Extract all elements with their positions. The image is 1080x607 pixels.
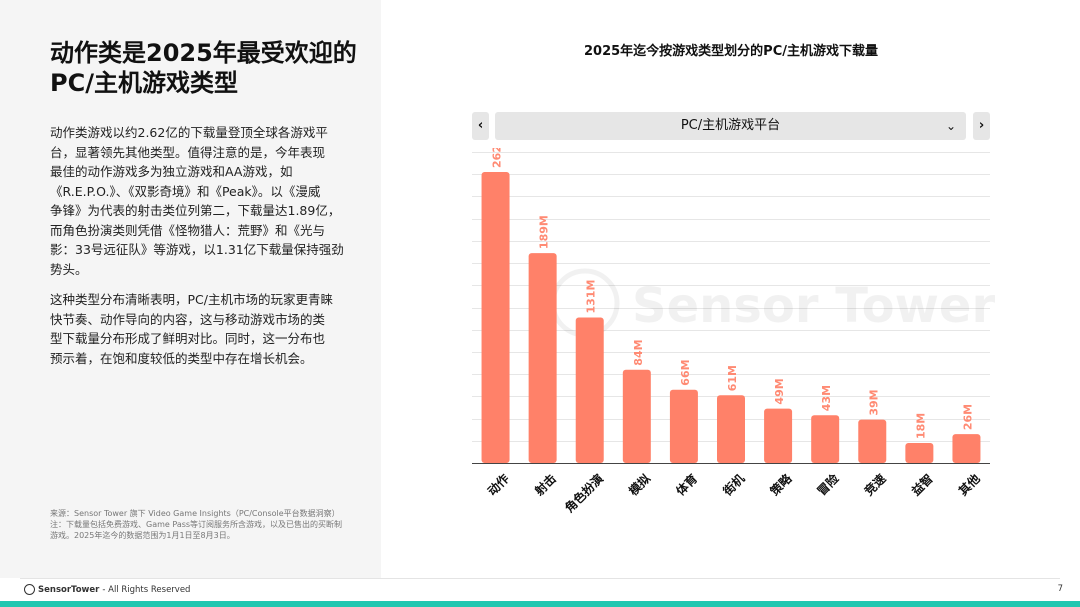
watermark: Sensor Tower bbox=[550, 268, 995, 338]
bar bbox=[575, 317, 604, 463]
data-label: 26M bbox=[961, 404, 974, 430]
page-number: 7 bbox=[1057, 584, 1063, 594]
chevron-left-icon: ‹ bbox=[477, 118, 484, 133]
data-label: 131M bbox=[585, 280, 598, 314]
bar bbox=[764, 408, 793, 463]
footer-brand: SensorTower bbox=[38, 584, 100, 595]
x-tick-label: 动作 bbox=[484, 471, 512, 499]
chevron-right-icon: › bbox=[978, 118, 985, 133]
dropdown-value: PC/主机游戏平台 bbox=[680, 118, 781, 133]
platform-dropdown[interactable]: PC/主机游戏平台 ⌄ bbox=[495, 112, 966, 140]
x-tick-label: 射击 bbox=[531, 471, 559, 499]
data-label: 84M bbox=[632, 339, 645, 365]
footer-rights: - All Rights Reserved bbox=[102, 584, 191, 595]
next-button[interactable]: › bbox=[973, 112, 990, 140]
x-tick-label: 益智 bbox=[908, 471, 936, 499]
x-tick-label: 角色扮演 bbox=[562, 471, 607, 516]
bar bbox=[481, 171, 510, 463]
chevron-down-icon: ⌄ bbox=[945, 119, 956, 133]
data-label: 66M bbox=[679, 359, 692, 385]
bar bbox=[811, 415, 840, 463]
data-label: 189M bbox=[538, 215, 551, 249]
bar bbox=[528, 253, 557, 463]
accent-bar bbox=[0, 601, 1080, 607]
body-paragraph-1: 动作类游戏以约2.62亿的下载量登顶全球各游戏平 台，显著领先其他类型。值得注意… bbox=[50, 125, 344, 277]
x-tick-label: 冒险 bbox=[814, 470, 842, 498]
x-tick-label: 体育 bbox=[673, 471, 701, 499]
x-tick-label: 其他 bbox=[955, 471, 983, 499]
left-panel: 动作类是2025年最受欢迎的 PC/主机游戏类型 动作类游戏以约2.62亿的下载… bbox=[0, 0, 381, 578]
sensor-tower-logo-icon bbox=[24, 584, 35, 595]
source-note: 来源：Sensor Tower 旗下 Video Game Insights（P… bbox=[50, 509, 343, 540]
body-paragraph-2: 这种类型分布清晰表明，PC/主机市场的玩家更青睐 快节奏、动作导向的内容，这与移… bbox=[50, 292, 333, 366]
x-tick-label: 策略 bbox=[767, 470, 795, 498]
x-tick-label: 竞速 bbox=[861, 471, 889, 499]
data-label: 39M bbox=[867, 389, 880, 415]
bar bbox=[858, 419, 887, 463]
footer: SensorTower - All Rights Reserved bbox=[24, 584, 190, 595]
data-label: 18M bbox=[914, 413, 927, 439]
prev-button[interactable]: ‹ bbox=[472, 112, 489, 140]
data-label: 49M bbox=[773, 378, 786, 404]
bar bbox=[717, 395, 745, 463]
chart-title: 2025年迄今按游戏类型划分的PC/主机游戏下载量 bbox=[584, 44, 878, 59]
bar bbox=[622, 369, 651, 463]
data-label: 43M bbox=[820, 385, 833, 411]
bar bbox=[669, 389, 698, 463]
x-tick-label: 街机 bbox=[719, 471, 747, 499]
footer-divider bbox=[20, 578, 1060, 579]
watermark-text: Sensor Tower bbox=[632, 278, 995, 334]
page-title: 动作类是2025年最受欢迎的 PC/主机游戏类型 bbox=[50, 39, 357, 97]
bar-chart: Sensor Tower 262M 189M 131M 84M 66M 61M 49M 43M… bbox=[472, 134, 995, 516]
bar bbox=[905, 443, 934, 463]
data-label: 262M bbox=[491, 134, 504, 168]
data-label: 61M bbox=[726, 365, 739, 391]
x-tick-label: 模拟 bbox=[626, 471, 654, 499]
bar bbox=[952, 434, 981, 463]
